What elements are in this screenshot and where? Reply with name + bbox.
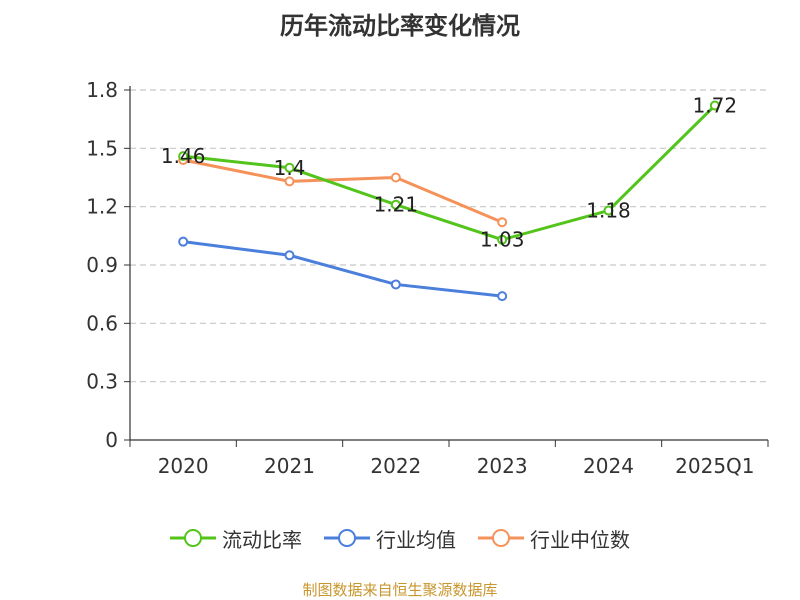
data-point	[603, 205, 614, 216]
data-point	[390, 199, 401, 210]
series-line	[182, 240, 503, 298]
legend: 流动比率 行业均值 行业中位数	[0, 518, 800, 558]
x-tick-label: 2025Q1	[675, 454, 754, 478]
x-tick-label: 2021	[264, 454, 315, 478]
legend-label-current-ratio: 流动比率	[222, 527, 302, 552]
legend-item-industry-median[interactable]: 行业中位数	[478, 524, 630, 553]
data-point	[497, 217, 508, 228]
data-label: 1.72	[693, 94, 738, 118]
legend-marker-current-ratio	[170, 529, 216, 547]
y-tick-label: 1.2	[86, 195, 118, 219]
data-label: 1.18	[586, 199, 631, 223]
data-point	[284, 176, 295, 187]
chart-title: 历年流动比率变化情况	[280, 12, 520, 40]
x-tick-label: 2022	[370, 454, 421, 478]
y-tick-label: 0.3	[86, 370, 118, 394]
data-point	[178, 151, 189, 162]
data-label: 1.46	[161, 144, 206, 168]
y-tick-label: 0	[105, 428, 118, 452]
source-note: 制图数据来自恒生聚源数据库	[302, 581, 498, 599]
data-label: 1.4	[274, 156, 306, 180]
y-tick-label: 0.6	[86, 311, 118, 335]
data-label: 1.21	[374, 193, 419, 217]
y-tick-label: 0.9	[86, 253, 118, 277]
legend-item-industry-mean[interactable]: 行业均值	[324, 524, 456, 553]
legend-label-industry-mean: 行业均值	[376, 527, 456, 552]
legend-marker-industry-mean	[324, 529, 370, 547]
legend-marker-industry-median	[478, 529, 524, 547]
data-point	[390, 279, 401, 290]
data-label: 1.03	[480, 228, 525, 252]
data-point	[178, 236, 189, 247]
data-point	[284, 250, 295, 261]
series-line	[182, 158, 503, 224]
data-point	[497, 291, 508, 302]
legend-item-current-ratio[interactable]: 流动比率	[170, 524, 302, 553]
data-point	[390, 172, 401, 183]
legend-label-industry-median: 行业中位数	[530, 527, 630, 552]
data-point	[284, 162, 295, 173]
data-point	[709, 100, 720, 111]
data-point	[497, 234, 508, 245]
x-tick-label: 2024	[583, 454, 634, 478]
y-tick-label: 1.8	[86, 78, 118, 102]
x-tick-label: 2020	[158, 454, 209, 478]
x-tick-label: 2023	[477, 454, 528, 478]
series-line	[183, 104, 716, 242]
y-tick-label: 1.5	[86, 136, 118, 160]
